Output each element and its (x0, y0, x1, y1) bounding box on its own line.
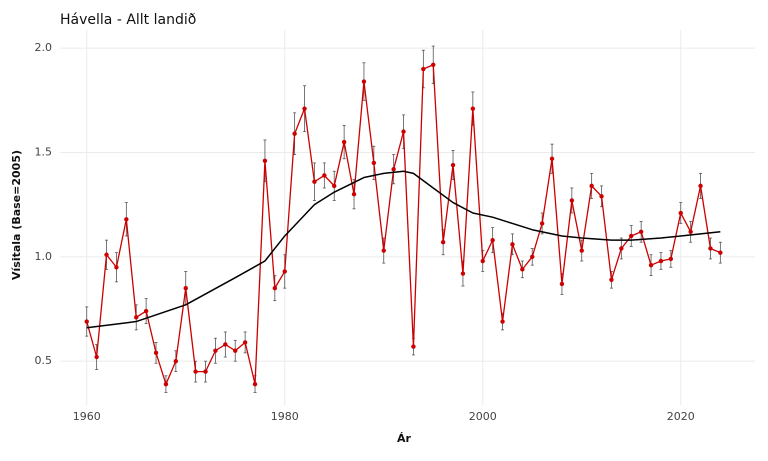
point (272, 285, 278, 291)
point (341, 139, 347, 145)
point (421, 66, 426, 72)
point (134, 315, 139, 320)
point (401, 129, 406, 134)
point (490, 237, 495, 243)
x-tick-label: 1960 (73, 410, 101, 423)
point (569, 198, 575, 203)
point (698, 183, 703, 189)
point (530, 254, 535, 260)
point (708, 246, 713, 251)
trend-line (86, 170, 721, 329)
y-tick-label: 2.0 (35, 41, 53, 54)
point (411, 344, 416, 349)
point (233, 348, 238, 353)
point (242, 340, 248, 345)
point (302, 106, 307, 111)
point (223, 342, 228, 347)
point (351, 192, 357, 197)
point (193, 369, 198, 374)
point (213, 348, 218, 353)
y-tick-label: 1.5 (35, 145, 53, 158)
point (124, 217, 129, 222)
point (381, 248, 386, 253)
point (440, 240, 446, 245)
point (114, 265, 119, 270)
point (678, 210, 683, 216)
point (638, 229, 644, 234)
point (312, 179, 317, 184)
point (361, 79, 367, 84)
point (688, 229, 693, 234)
y-tick-label: 1.0 (35, 250, 53, 263)
point (668, 256, 674, 262)
point (252, 381, 258, 387)
point (559, 281, 565, 287)
x-tick-label: 1980 (271, 410, 299, 423)
x-axis-title: Ár (397, 432, 412, 445)
point (470, 106, 476, 111)
point (282, 269, 287, 274)
x-tick-label: 2000 (469, 410, 497, 423)
point (262, 158, 268, 164)
point (539, 221, 545, 226)
point (104, 252, 109, 257)
point (619, 246, 624, 251)
point (173, 358, 179, 364)
point (143, 308, 149, 314)
point (589, 183, 594, 189)
point (203, 369, 208, 374)
point (332, 183, 337, 189)
point (153, 350, 159, 356)
point (718, 250, 723, 255)
data-line (86, 64, 721, 385)
point (94, 354, 99, 360)
point (183, 285, 188, 291)
point (480, 258, 485, 264)
point (431, 62, 436, 68)
point (450, 162, 456, 168)
point (391, 166, 396, 172)
point (609, 277, 614, 282)
point (322, 173, 327, 178)
point (84, 319, 89, 324)
point (163, 381, 169, 387)
point (292, 131, 297, 136)
point (648, 262, 654, 268)
point (460, 271, 466, 276)
y-axis-title: Vísitala (Base=2005) (10, 150, 23, 280)
point (371, 160, 377, 166)
point (510, 242, 515, 247)
chart-title: Hávella - Allt landið (60, 12, 196, 28)
point (500, 319, 505, 324)
x-tick-label: 2020 (667, 410, 695, 423)
point (549, 156, 555, 161)
point (629, 233, 634, 239)
point (658, 258, 664, 264)
point (579, 248, 584, 253)
y-tick-label: 0.5 (35, 354, 53, 367)
point (520, 267, 525, 272)
point (599, 194, 604, 199)
